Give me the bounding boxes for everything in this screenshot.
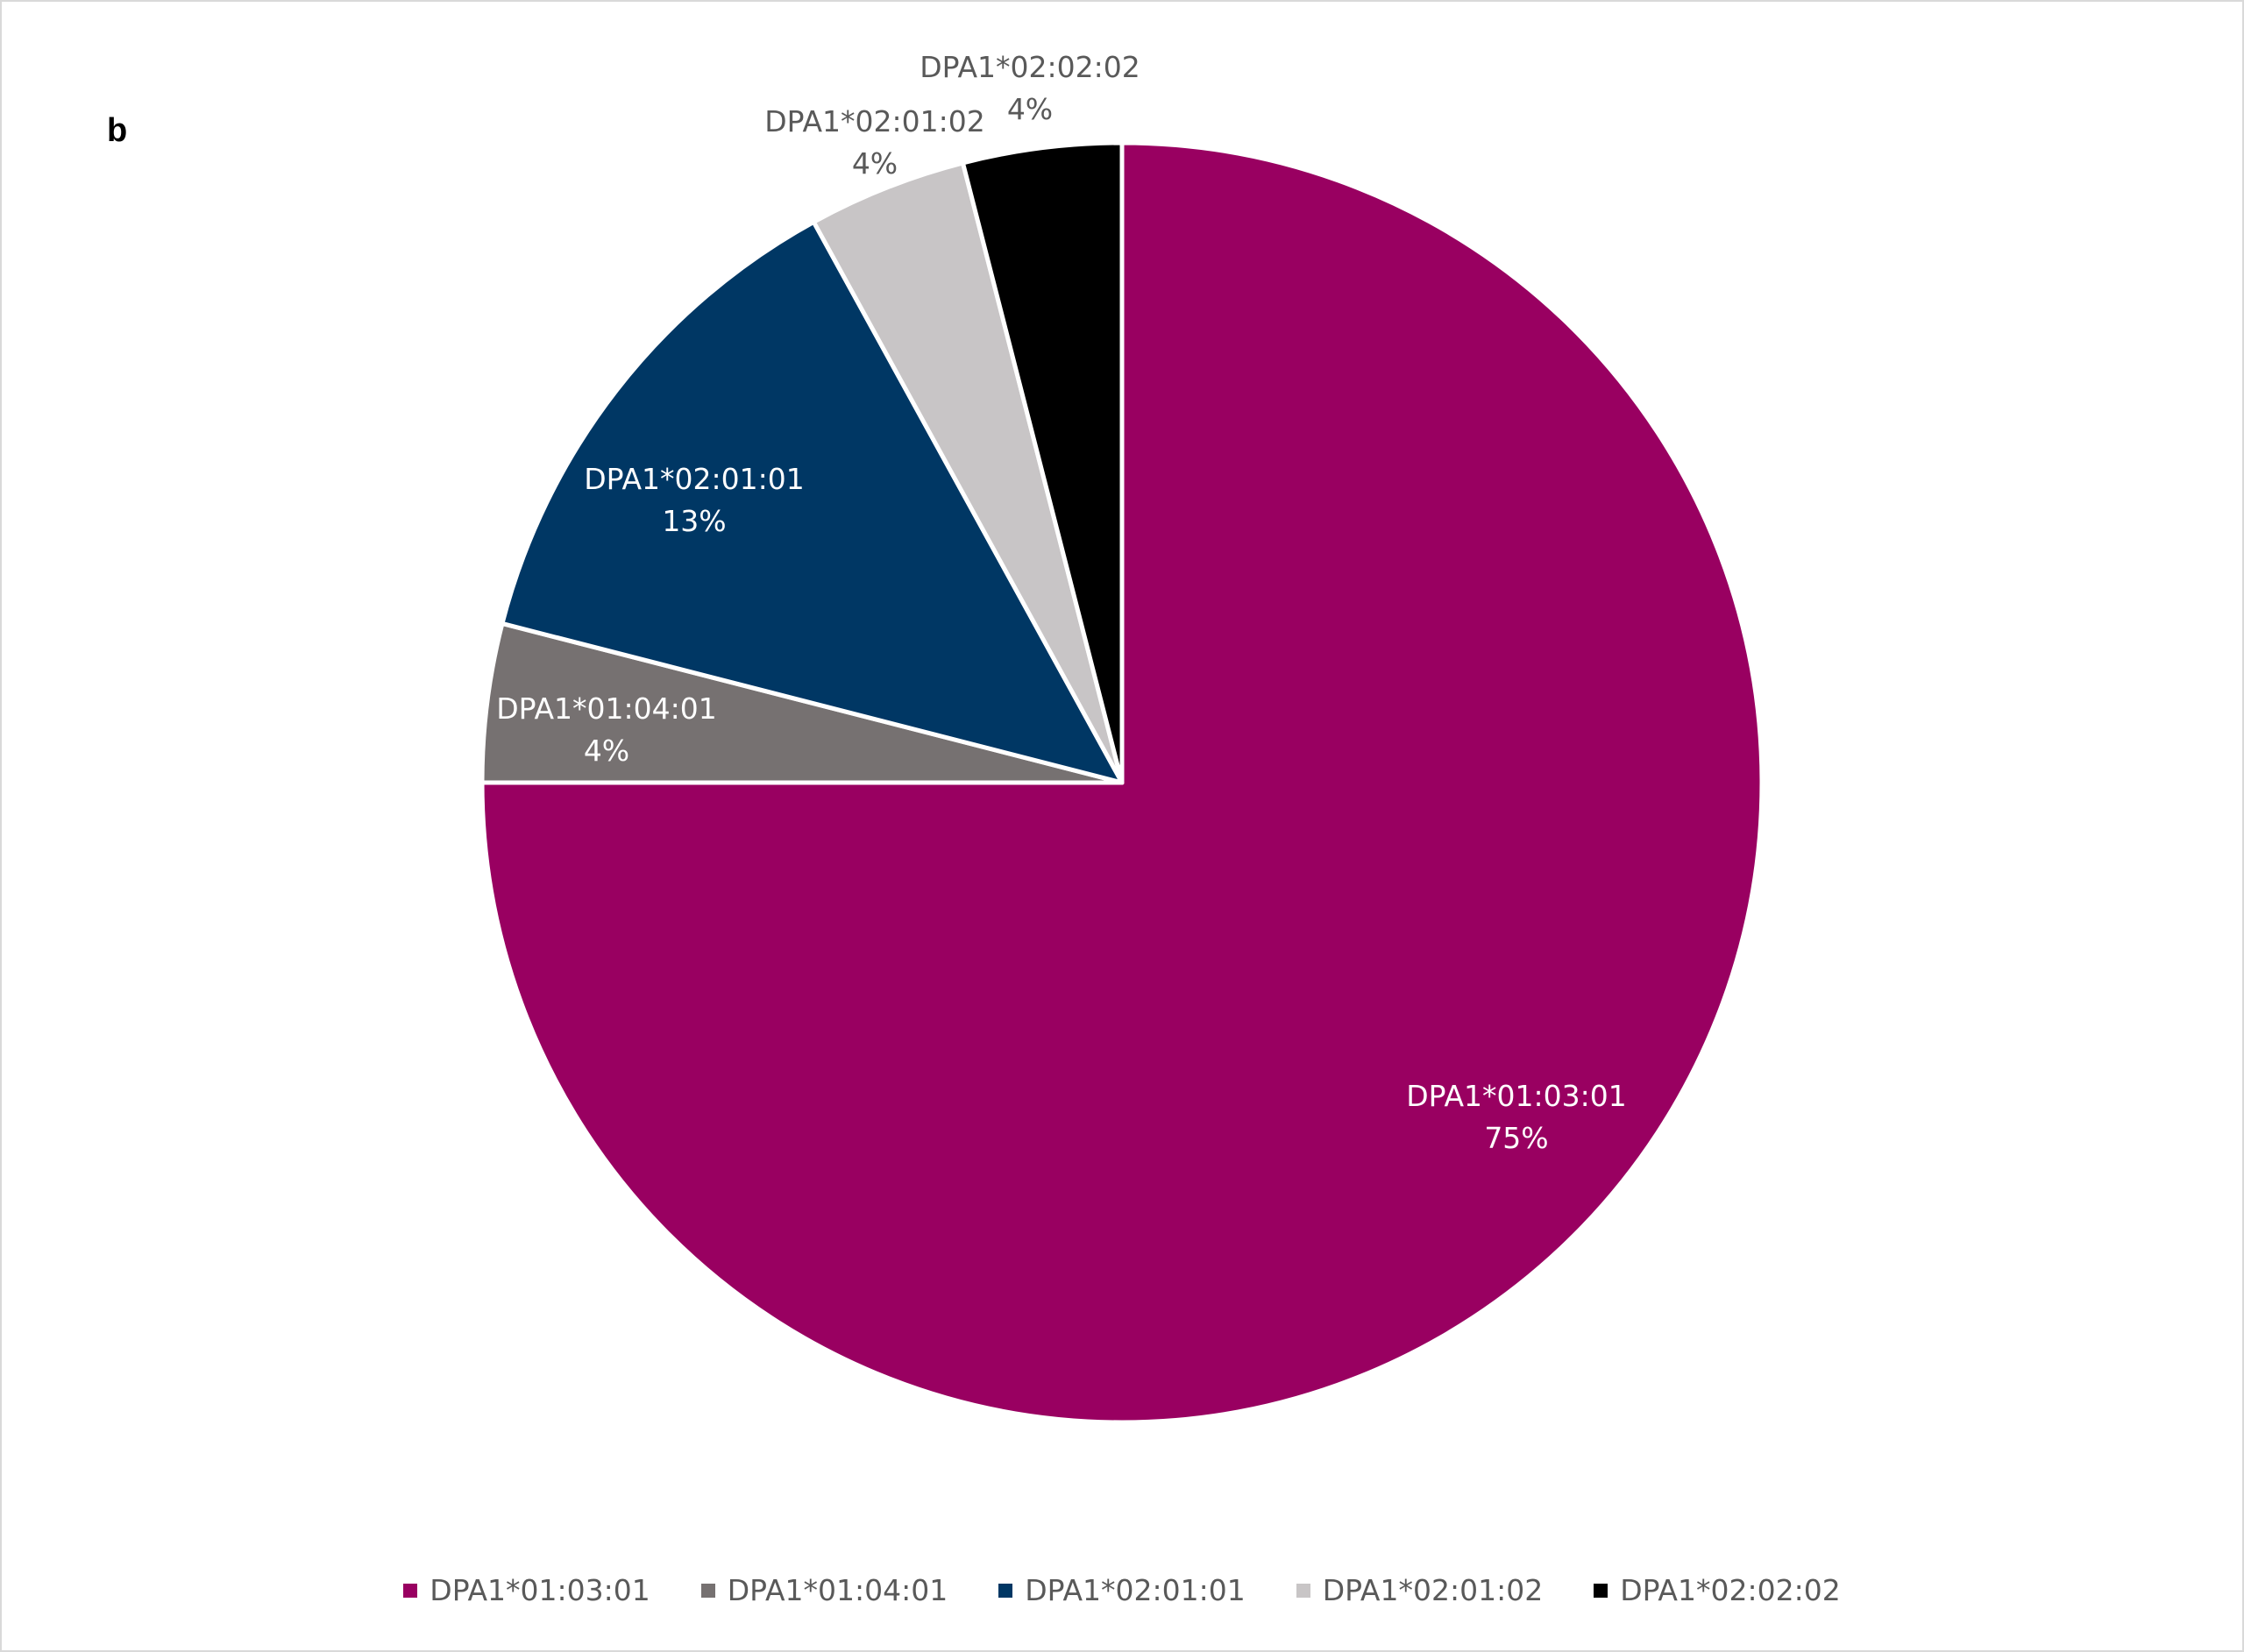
data-label-name: DPA1*01:04:01: [496, 691, 716, 726]
data-label-name: DPA1*02:01:01: [584, 462, 804, 496]
data-label-5: DPA1*02:02:02 4%: [920, 50, 1140, 126]
data-label-percent: 4%: [584, 734, 629, 768]
data-label-2: DPA1*01:04:01 4%: [496, 691, 716, 768]
legend-item-2: DPA1*01:04:01: [700, 1573, 948, 1607]
legend-label: DPA1*02:01:01: [1025, 1573, 1246, 1607]
data-label-percent: 4%: [852, 146, 898, 181]
pie-data-labels: DPA1*01:03:01 75%DPA1*01:04:01 4%DPA1*02:0…: [496, 50, 1626, 1155]
legend-item-5: DPA1*02:02:02: [1594, 1573, 1841, 1607]
data-label-4: DPA1*02:01:02 4%: [764, 104, 984, 181]
legend-swatch: [700, 1583, 715, 1598]
pie-slices: [479, 140, 1765, 1425]
legend-label: DPA1*01:03:01: [430, 1573, 650, 1607]
data-label-percent: 13%: [662, 504, 726, 538]
legend-swatch: [998, 1583, 1013, 1598]
pie-slice-5: [960, 140, 1125, 785]
data-label-1: DPA1*01:03:01 75%: [1406, 1079, 1626, 1155]
panel-label: b: [107, 112, 128, 149]
legend-swatch: [1594, 1583, 1608, 1598]
chart-legend: DPA1*01:03:01 DPA1*01:04:01 DPA1*02:01:01 D…: [0, 1573, 2244, 1607]
legend-swatch: [1296, 1583, 1310, 1598]
legend-label: DPA1*02:02:02: [1620, 1573, 1841, 1607]
data-label-name: DPA1*01:03:01: [1406, 1079, 1626, 1113]
data-label-3: DPA1*02:01:01 13%: [584, 462, 804, 538]
legend-swatch: [403, 1583, 418, 1598]
data-label-percent: 4%: [1007, 92, 1053, 126]
legend-label: DPA1*01:04:01: [727, 1573, 948, 1607]
legend-item-3: DPA1*02:01:01: [998, 1573, 1246, 1607]
data-label-name: DPA1*02:01:02: [764, 104, 984, 138]
legend-item-1: DPA1*01:03:01: [403, 1573, 650, 1607]
legend-label: DPA1*02:01:02: [1322, 1573, 1544, 1607]
pie-slice-4: [811, 160, 1125, 785]
legend-item-4: DPA1*02:01:02: [1296, 1573, 1543, 1607]
pie-slice-3: [500, 219, 1125, 785]
data-label-name: DPA1*02:02:02: [920, 50, 1140, 84]
data-label-percent: 75%: [1484, 1121, 1548, 1155]
